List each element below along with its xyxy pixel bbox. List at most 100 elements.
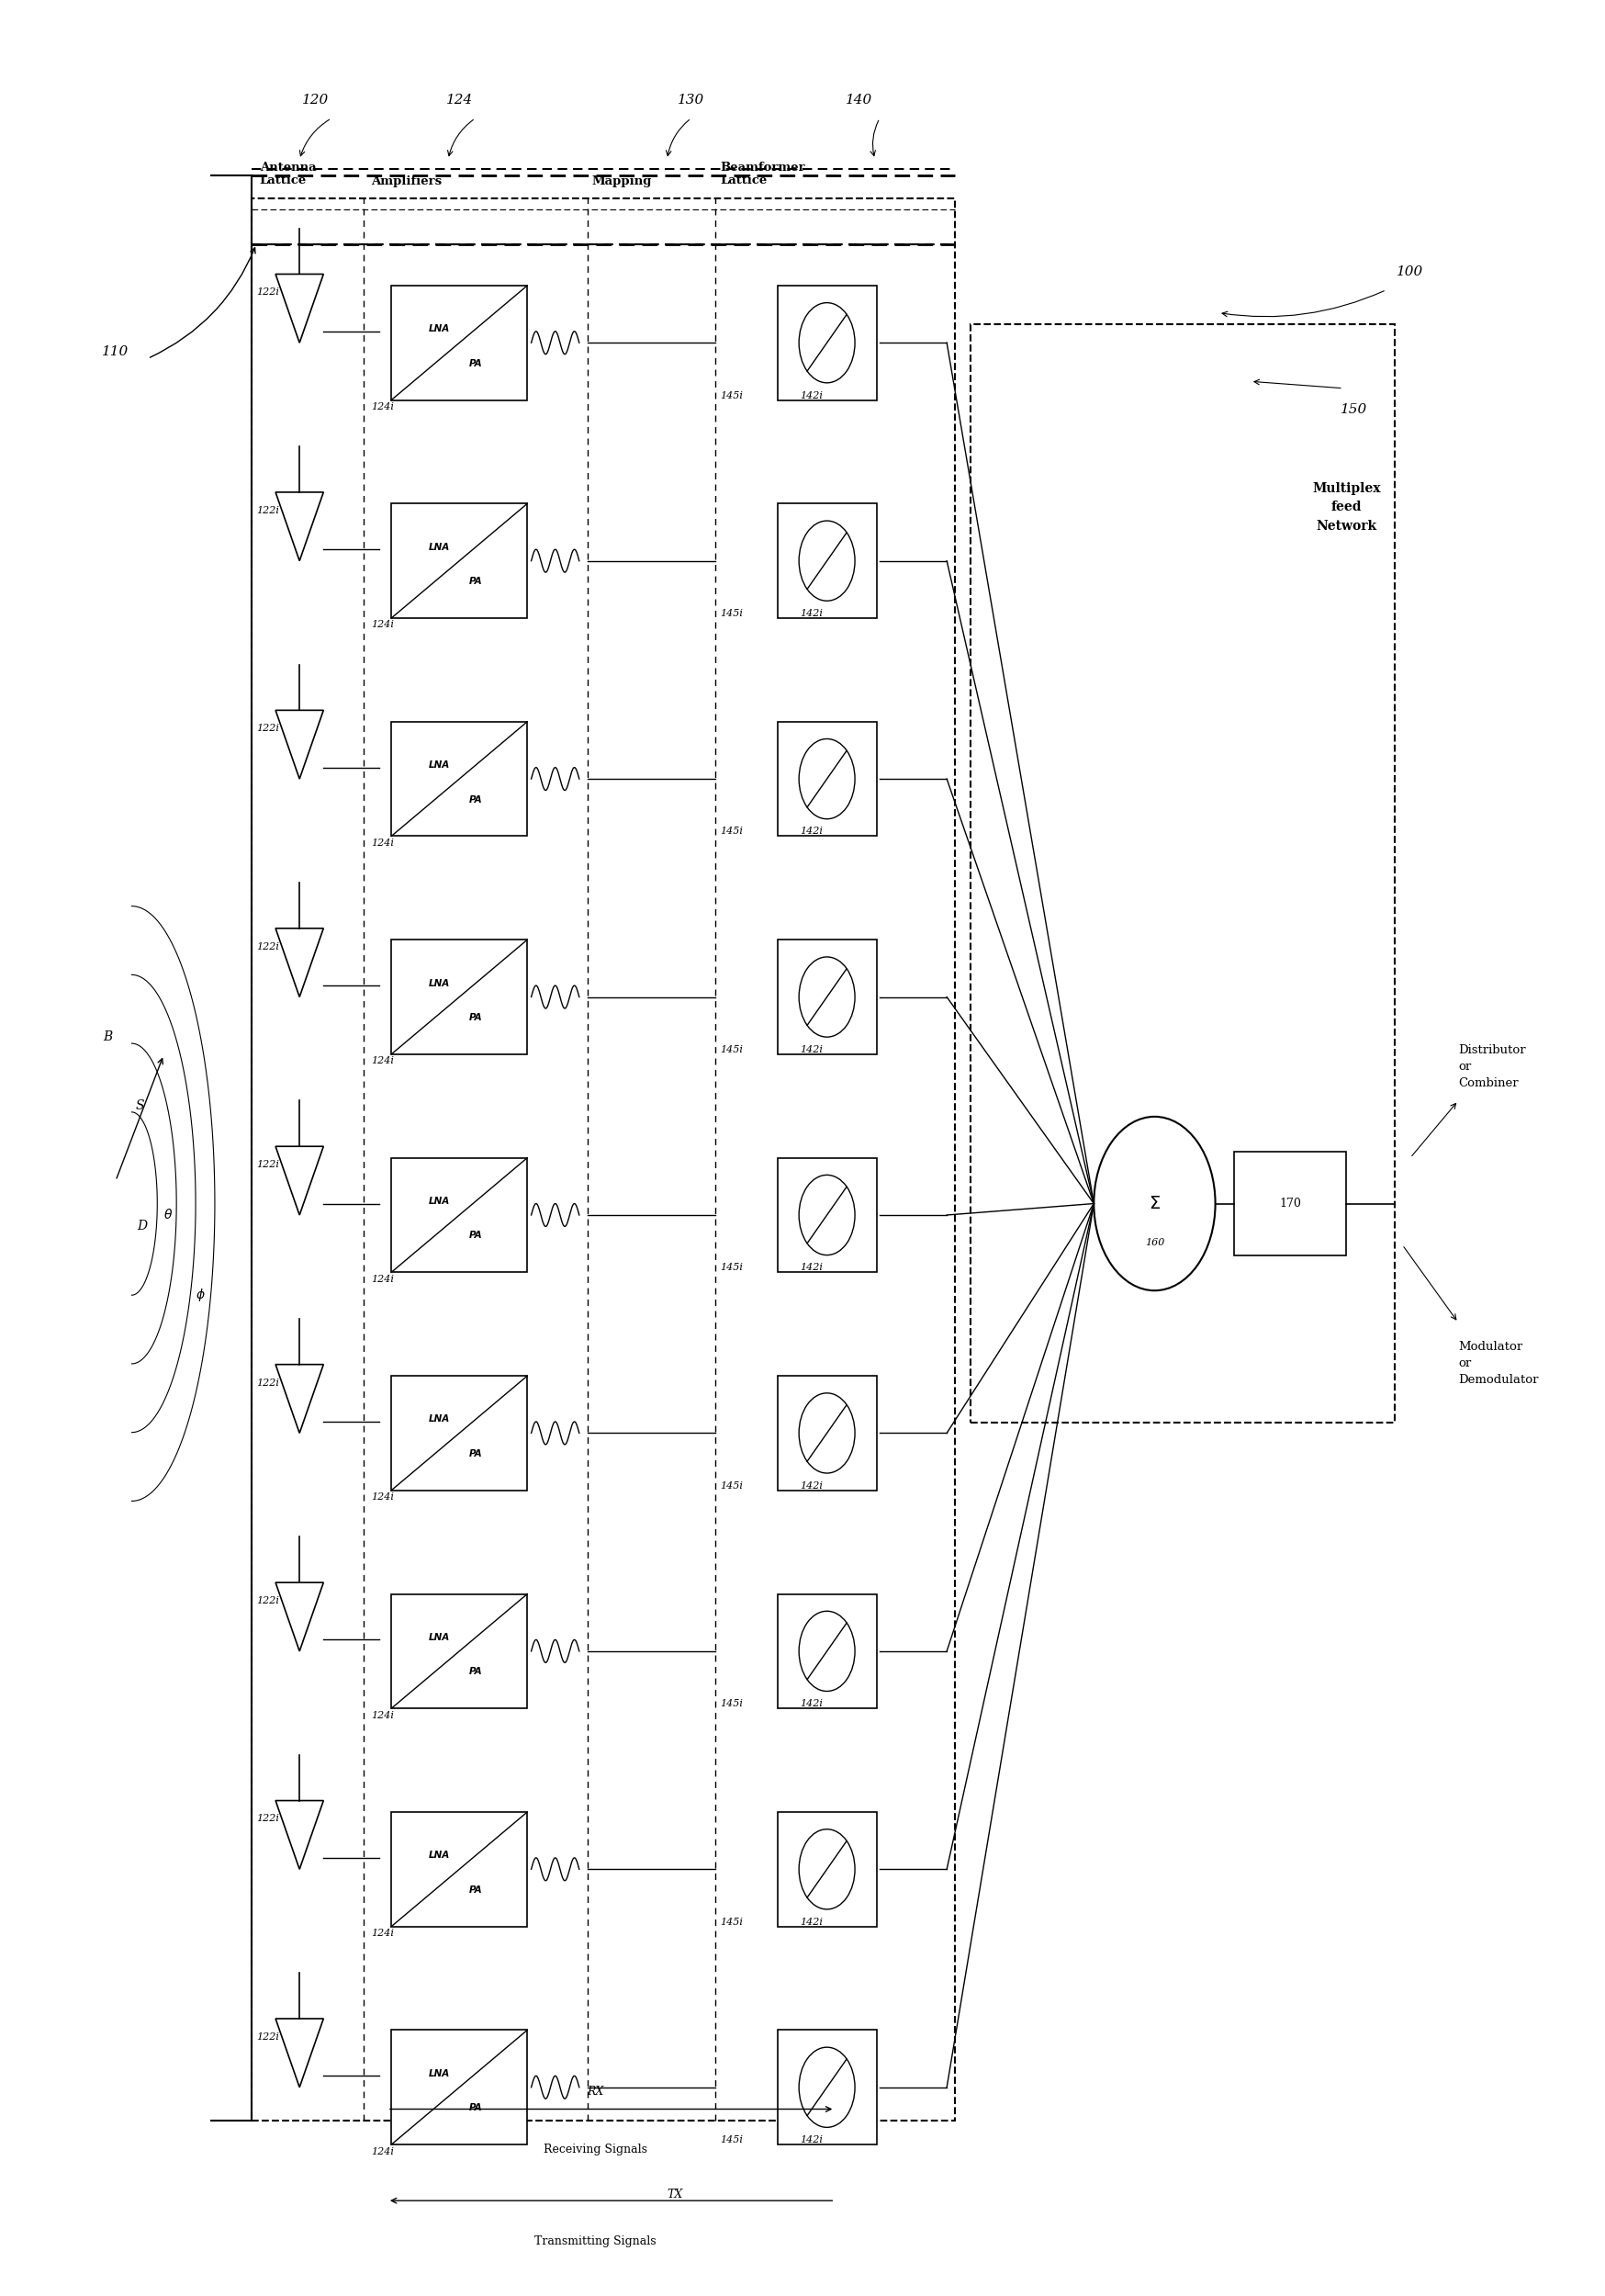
Polygon shape bbox=[276, 1146, 323, 1215]
Text: LNA: LNA bbox=[429, 978, 449, 987]
Text: 145i: 145i bbox=[719, 390, 742, 400]
Text: 142i: 142i bbox=[799, 608, 822, 618]
Text: 124i: 124i bbox=[371, 838, 395, 847]
Text: 160: 160 bbox=[1144, 1238, 1164, 1247]
Polygon shape bbox=[276, 928, 323, 996]
Text: 122i: 122i bbox=[257, 1814, 279, 1823]
Text: Amplifiers: Amplifiers bbox=[371, 174, 441, 186]
Text: 142i: 142i bbox=[799, 1263, 822, 1272]
FancyBboxPatch shape bbox=[392, 721, 526, 836]
Text: PA: PA bbox=[469, 358, 481, 367]
Text: 170: 170 bbox=[1279, 1199, 1300, 1210]
Polygon shape bbox=[276, 2018, 323, 2087]
Polygon shape bbox=[276, 1800, 323, 1869]
Text: 110: 110 bbox=[103, 347, 128, 358]
Text: PA: PA bbox=[469, 1885, 481, 1894]
Text: 124i: 124i bbox=[371, 620, 395, 629]
Text: PA: PA bbox=[469, 2103, 481, 2112]
Text: 142i: 142i bbox=[799, 1917, 822, 1926]
Text: 145i: 145i bbox=[719, 1263, 742, 1272]
FancyBboxPatch shape bbox=[392, 1812, 526, 1926]
FancyBboxPatch shape bbox=[392, 503, 526, 618]
Text: 150: 150 bbox=[1340, 402, 1367, 416]
Text: Distributor
or
Combiner: Distributor or Combiner bbox=[1457, 1045, 1525, 1088]
Polygon shape bbox=[276, 491, 323, 560]
Text: PA: PA bbox=[469, 576, 481, 585]
Polygon shape bbox=[276, 1582, 323, 1651]
FancyBboxPatch shape bbox=[392, 285, 526, 400]
Polygon shape bbox=[276, 1364, 323, 1433]
Text: 122i: 122i bbox=[257, 1159, 279, 1169]
FancyBboxPatch shape bbox=[392, 939, 526, 1054]
Text: 142i: 142i bbox=[799, 827, 822, 836]
Text: 122i: 122i bbox=[257, 723, 279, 732]
Text: PA: PA bbox=[469, 1449, 481, 1458]
Text: Beamformer
Lattice: Beamformer Lattice bbox=[719, 161, 804, 186]
Text: 142i: 142i bbox=[799, 390, 822, 400]
Text: 145i: 145i bbox=[719, 1045, 742, 1054]
FancyBboxPatch shape bbox=[1234, 1153, 1345, 1256]
Text: 122i: 122i bbox=[257, 1596, 279, 1605]
Text: 124i: 124i bbox=[371, 402, 395, 411]
Text: 124i: 124i bbox=[371, 1274, 395, 1283]
Text: 122i: 122i bbox=[257, 287, 279, 296]
Text: LNA: LNA bbox=[429, 1196, 449, 1205]
Text: 142i: 142i bbox=[799, 1699, 822, 1708]
Text: LNA: LNA bbox=[429, 1414, 449, 1424]
Text: RX: RX bbox=[586, 2085, 603, 2099]
Text: 122i: 122i bbox=[257, 1378, 279, 1387]
Text: $\theta$: $\theta$ bbox=[164, 1208, 173, 1221]
FancyBboxPatch shape bbox=[392, 1593, 526, 1708]
Text: 140: 140 bbox=[844, 94, 872, 108]
Text: PA: PA bbox=[469, 1013, 481, 1022]
FancyBboxPatch shape bbox=[777, 503, 876, 618]
Text: 124i: 124i bbox=[371, 1056, 395, 1065]
Text: $\phi$: $\phi$ bbox=[196, 1286, 205, 1304]
Text: Receiving Signals: Receiving Signals bbox=[542, 2144, 647, 2156]
Text: 145i: 145i bbox=[719, 827, 742, 836]
FancyBboxPatch shape bbox=[777, 1593, 876, 1708]
Text: 122i: 122i bbox=[257, 2032, 279, 2041]
Polygon shape bbox=[276, 709, 323, 778]
FancyBboxPatch shape bbox=[777, 939, 876, 1054]
Text: 124i: 124i bbox=[371, 2147, 395, 2156]
Text: 145i: 145i bbox=[719, 1917, 742, 1926]
Text: 124i: 124i bbox=[371, 1711, 395, 1720]
Text: 142i: 142i bbox=[799, 1481, 822, 1490]
Text: 124i: 124i bbox=[371, 1929, 395, 1938]
Text: LNA: LNA bbox=[429, 1851, 449, 1860]
Text: LNA: LNA bbox=[429, 760, 449, 769]
Text: S: S bbox=[135, 1100, 144, 1111]
FancyBboxPatch shape bbox=[777, 2030, 876, 2144]
Text: PA: PA bbox=[469, 1231, 481, 1240]
Text: D: D bbox=[138, 1219, 148, 1233]
Text: LNA: LNA bbox=[429, 1632, 449, 1642]
Text: PA: PA bbox=[469, 794, 481, 804]
Text: LNA: LNA bbox=[429, 542, 449, 551]
Text: PA: PA bbox=[469, 1667, 481, 1676]
FancyBboxPatch shape bbox=[392, 2030, 526, 2144]
Text: 145i: 145i bbox=[719, 1481, 742, 1490]
Text: Mapping: Mapping bbox=[592, 174, 652, 186]
Text: LNA: LNA bbox=[429, 2069, 449, 2078]
FancyBboxPatch shape bbox=[777, 721, 876, 836]
FancyBboxPatch shape bbox=[777, 285, 876, 400]
Text: B: B bbox=[103, 1031, 112, 1042]
Text: 145i: 145i bbox=[719, 1699, 742, 1708]
FancyBboxPatch shape bbox=[777, 1157, 876, 1272]
Text: 122i: 122i bbox=[257, 505, 279, 514]
Text: 120: 120 bbox=[302, 94, 329, 108]
FancyBboxPatch shape bbox=[392, 1375, 526, 1490]
Text: $\Sigma$: $\Sigma$ bbox=[1148, 1194, 1160, 1212]
Text: TX: TX bbox=[666, 2188, 682, 2200]
Text: 142i: 142i bbox=[799, 1045, 822, 1054]
Text: 124: 124 bbox=[446, 94, 472, 108]
Text: 142i: 142i bbox=[799, 2135, 822, 2144]
Text: 145i: 145i bbox=[719, 608, 742, 618]
FancyBboxPatch shape bbox=[777, 1375, 876, 1490]
Text: 100: 100 bbox=[1396, 266, 1424, 278]
Text: Modulator
or
Demodulator: Modulator or Demodulator bbox=[1457, 1341, 1538, 1387]
FancyBboxPatch shape bbox=[392, 1157, 526, 1272]
Text: 124i: 124i bbox=[371, 1492, 395, 1502]
Text: LNA: LNA bbox=[429, 324, 449, 333]
